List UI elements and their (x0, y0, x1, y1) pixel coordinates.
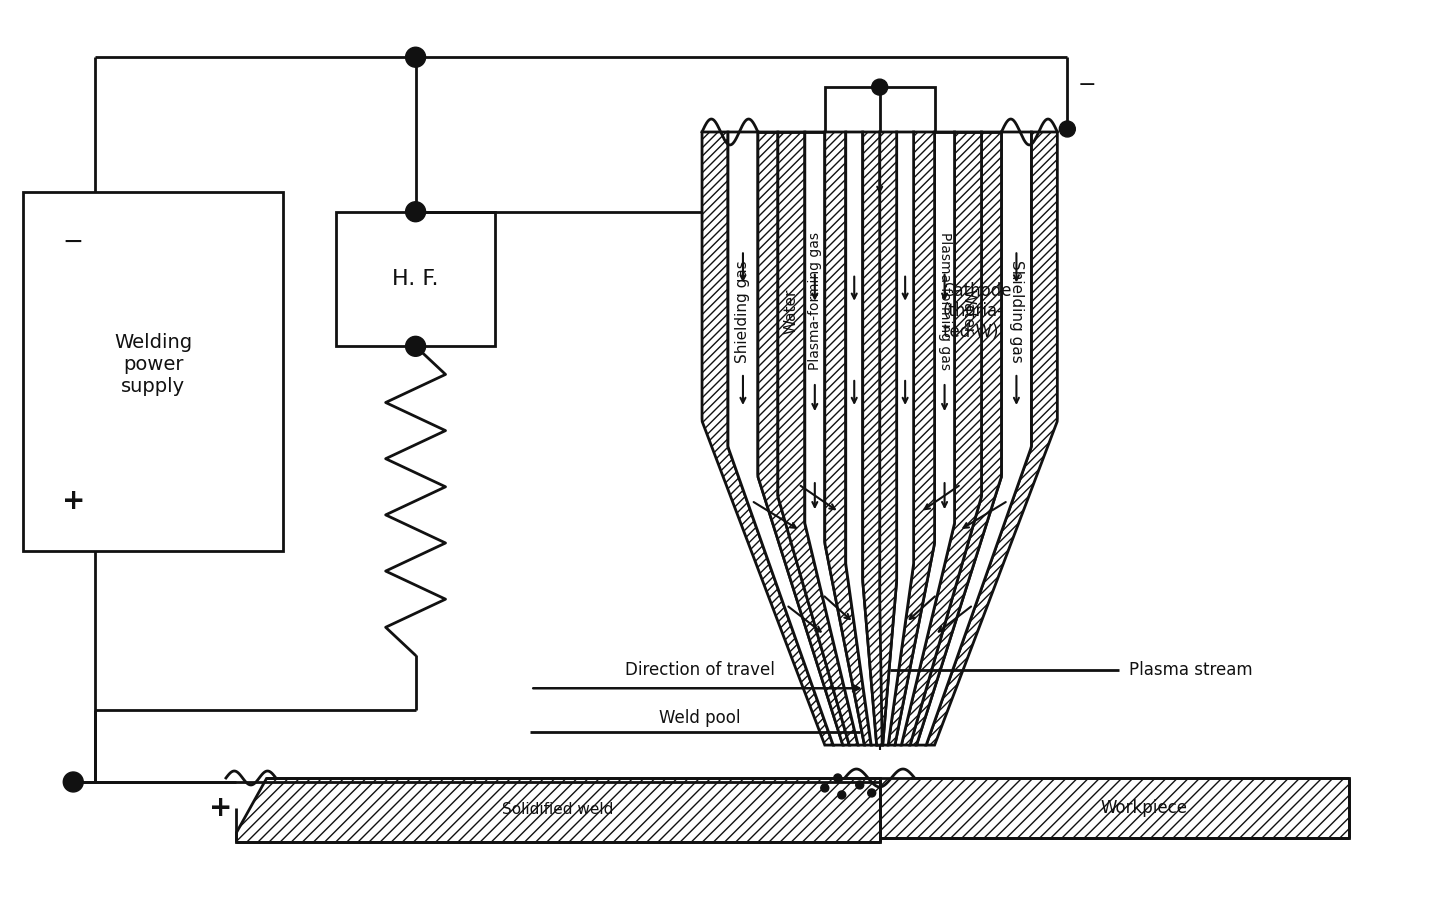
Polygon shape (758, 132, 849, 745)
Polygon shape (236, 778, 879, 842)
Polygon shape (917, 132, 1032, 745)
Circle shape (868, 789, 876, 796)
Text: −: − (63, 230, 83, 254)
Text: Shielding gas: Shielding gas (1009, 260, 1025, 363)
Text: −: − (1078, 75, 1097, 96)
Text: Plasma stream: Plasma stream (1130, 661, 1253, 679)
Text: Plasma-forming gas: Plasma-forming gas (938, 232, 951, 370)
Polygon shape (909, 132, 1002, 745)
Circle shape (406, 336, 426, 356)
Text: Solidified weld: Solidified weld (502, 803, 613, 817)
Polygon shape (778, 132, 858, 745)
Text: +: + (209, 794, 233, 822)
Text: Plasma-forming gas: Plasma-forming gas (807, 232, 822, 370)
Circle shape (872, 79, 888, 96)
Polygon shape (882, 132, 914, 745)
Polygon shape (804, 132, 865, 745)
Polygon shape (878, 132, 896, 745)
Circle shape (63, 772, 83, 792)
Circle shape (406, 202, 426, 222)
Polygon shape (895, 132, 954, 745)
Text: Welding
power
supply: Welding power supply (114, 332, 193, 396)
Polygon shape (702, 132, 833, 745)
Circle shape (406, 47, 426, 68)
Text: Weld pool: Weld pool (659, 709, 741, 727)
Text: Water: Water (960, 288, 976, 334)
Polygon shape (728, 132, 843, 745)
Text: Workpiece: Workpiece (1101, 799, 1187, 817)
Polygon shape (927, 132, 1058, 745)
Circle shape (833, 774, 842, 782)
Polygon shape (846, 132, 876, 745)
Circle shape (1059, 121, 1075, 137)
Polygon shape (901, 132, 981, 745)
Text: Cathode
(thoria-
ted W): Cathode (thoria- ted W) (943, 282, 1012, 341)
Polygon shape (825, 132, 871, 745)
Circle shape (856, 781, 863, 789)
Bar (23, 192, 283, 551)
Bar (335, 212, 495, 346)
Polygon shape (863, 132, 882, 745)
Bar (825, 87, 934, 132)
Text: Water: Water (784, 288, 799, 334)
Circle shape (820, 784, 829, 792)
Polygon shape (879, 778, 1348, 838)
Polygon shape (888, 132, 934, 745)
Text: Direction of travel: Direction of travel (625, 661, 776, 679)
Text: Shielding gas: Shielding gas (735, 260, 751, 363)
Circle shape (837, 791, 846, 799)
Text: +: + (62, 487, 85, 514)
Text: H. F.: H. F. (393, 269, 439, 289)
